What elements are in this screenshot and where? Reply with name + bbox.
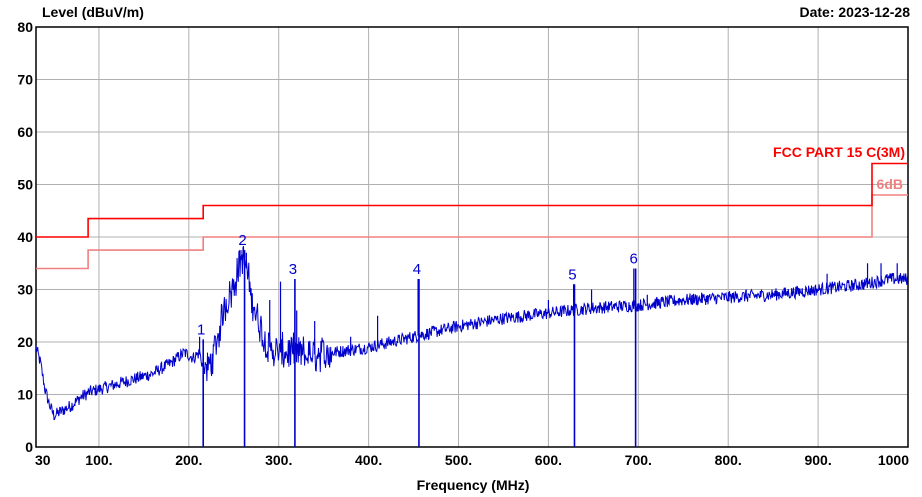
y-tick-label: 20 [17,334,33,350]
x-tick-label: 200. [175,452,202,468]
y-tick-label: 50 [17,177,33,193]
y-tick-label: 70 [17,72,33,88]
marker-label: 4 [413,261,421,278]
trace-line [35,245,909,421]
marker-label: 1 [197,321,205,338]
x-tick-label: 700. [625,452,652,468]
limit-line-label: FCC PART 15 C(3M) [773,144,905,160]
x-tick-label: 300. [265,452,292,468]
y-tick-label: 30 [17,282,33,298]
marker-label: 5 [568,266,576,283]
markers: 1 2 3 4 5 6 [197,232,638,447]
x-tick-label: 30 [35,452,51,468]
y-tick-label: 80 [17,19,33,35]
marker-label: 2 [238,232,246,249]
x-axis-label: Frequency (MHz) [417,477,530,493]
limit-line [36,162,908,238]
x-tick-label: 1000 [878,452,909,468]
y-tick-label: 0 [25,439,33,455]
date-label: Date: 2023-12-28 [799,4,910,20]
marker-label: 3 [289,261,297,278]
y-axis-label: Level (dBuV/m) [42,4,144,20]
x-tick-label: 800. [715,452,742,468]
y-tick-label: 10 [17,387,33,403]
y-tick-label: 40 [17,229,33,245]
y-tick-label: 60 [17,124,33,140]
x-tick-label: 100. [85,452,112,468]
limit-lines [36,162,908,270]
trace [35,245,909,421]
y-axis-ticks: 0 10 20 30 40 50 60 70 80 [17,19,33,455]
x-axis-ticks: 30 100. 200. 300. 400. 500. 600. 700. 800. 900. 10… [35,452,909,468]
x-tick-label: 400. [355,452,382,468]
x-tick-label: 500. [445,452,472,468]
x-tick-label: 900. [804,452,831,468]
marker-label: 6 [629,251,637,268]
x-tick-label: 600. [535,452,562,468]
margin-line-label: 6dB [877,176,903,192]
